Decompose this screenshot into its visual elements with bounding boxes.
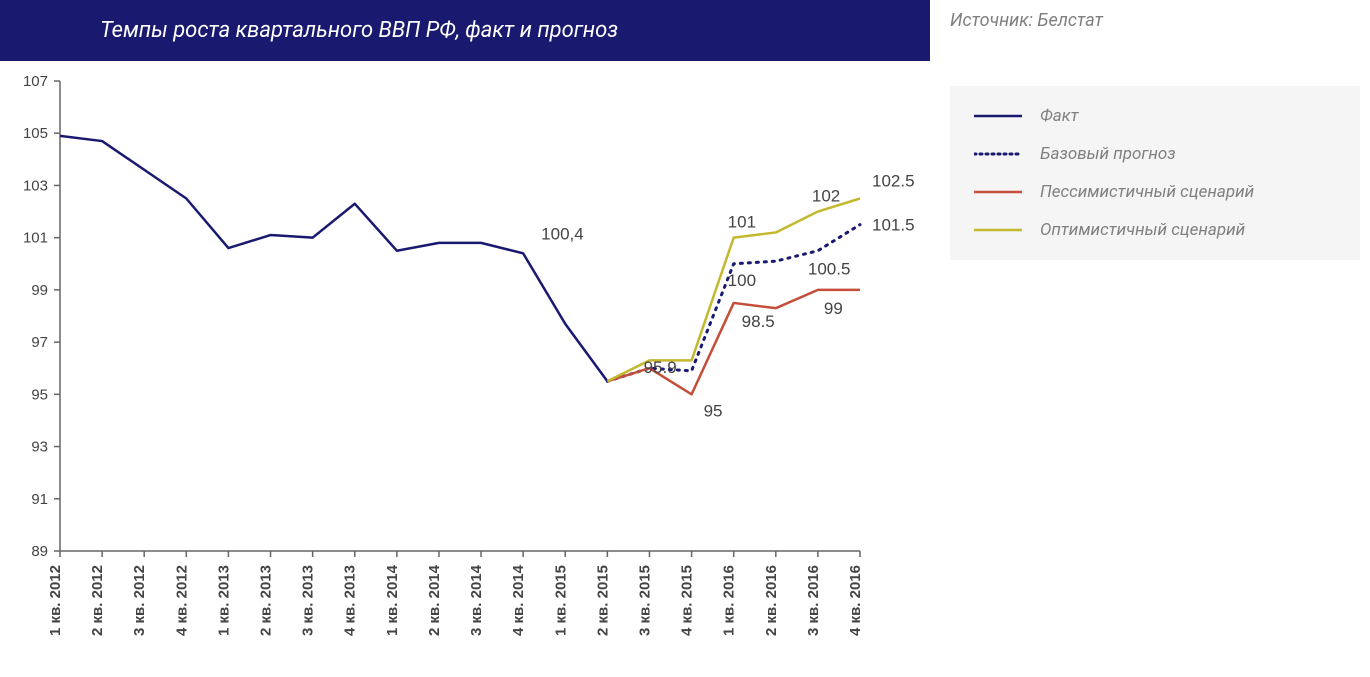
legend-line-baseline — [974, 144, 1022, 164]
legend-item-baseline: Базовый прогноз — [974, 144, 1336, 164]
svg-text:101.5: 101.5 — [872, 216, 915, 235]
svg-text:95: 95 — [704, 401, 723, 420]
chart-area: 89 91 93 95 97 99 101 103 105 107 1 кв. 2012 2 кв. … — [0, 61, 930, 661]
legend-line-pessimistic — [974, 182, 1022, 202]
svg-text:2 кв. 2013: 2 кв. 2013 — [258, 565, 275, 636]
svg-text:99: 99 — [824, 299, 843, 318]
svg-text:105: 105 — [23, 125, 48, 142]
svg-text:98.5: 98.5 — [742, 312, 775, 331]
legend-item-fact: Факт — [974, 106, 1336, 126]
svg-text:101: 101 — [728, 213, 756, 232]
legend-item-optimistic: Оптимистичный сценарий — [974, 220, 1336, 240]
svg-text:3 кв. 2013: 3 кв. 2013 — [300, 565, 317, 636]
chart-section: Темпы роста квартального ВВП РФ, факт и … — [0, 0, 930, 677]
svg-text:2 кв. 2015: 2 кв. 2015 — [594, 565, 611, 636]
legend: Факт Базовый прогноз Пессимистичный сцен… — [950, 86, 1360, 260]
svg-text:95: 95 — [31, 386, 48, 403]
legend-label: Базовый прогноз — [1040, 144, 1176, 164]
svg-text:4 кв. 2012: 4 кв. 2012 — [173, 565, 190, 636]
legend-label: Факт — [1040, 106, 1079, 126]
svg-text:2 кв. 2016: 2 кв. 2016 — [763, 565, 780, 636]
svg-text:99: 99 — [31, 282, 48, 299]
svg-text:101: 101 — [23, 230, 48, 247]
svg-text:4 кв. 2015: 4 кв. 2015 — [679, 565, 696, 636]
svg-text:2 кв. 2012: 2 кв. 2012 — [89, 565, 106, 636]
svg-text:103: 103 — [23, 177, 48, 194]
svg-text:4 кв. 2013: 4 кв. 2013 — [342, 565, 359, 636]
svg-text:100.5: 100.5 — [808, 260, 851, 279]
svg-text:1 кв. 2013: 1 кв. 2013 — [215, 565, 232, 636]
svg-text:100,4: 100,4 — [541, 224, 584, 243]
svg-text:3 кв. 2016: 3 кв. 2016 — [805, 565, 822, 636]
svg-text:4 кв. 2016: 4 кв. 2016 — [847, 565, 864, 636]
svg-text:93: 93 — [31, 439, 48, 456]
svg-text:1 кв. 2012: 1 кв. 2012 — [47, 565, 64, 636]
svg-text:102: 102 — [812, 187, 840, 206]
legend-label: Пессимистичный сценарий — [1040, 182, 1254, 202]
chart-title: Темпы роста квартального ВВП РФ, факт и … — [0, 0, 930, 61]
svg-text:91: 91 — [31, 491, 48, 508]
svg-text:3 кв. 2014: 3 кв. 2014 — [468, 564, 485, 636]
svg-text:3 кв. 2012: 3 кв. 2012 — [131, 565, 148, 636]
svg-text:97: 97 — [31, 334, 48, 351]
legend-item-pessimistic: Пессимистичный сценарий — [974, 182, 1336, 202]
svg-text:1 кв. 2014: 1 кв. 2014 — [384, 564, 401, 636]
svg-text:1 кв. 2015: 1 кв. 2015 — [552, 565, 569, 636]
svg-text:3 кв. 2015: 3 кв. 2015 — [636, 565, 653, 636]
source-label: Источник: Белстат — [950, 10, 1360, 31]
legend-label: Оптимистичный сценарий — [1040, 220, 1245, 240]
svg-text:1 кв. 2016: 1 кв. 2016 — [721, 565, 738, 636]
svg-text:89: 89 — [31, 543, 48, 560]
right-panel: Источник: Белстат Факт Базовый прогноз П… — [930, 0, 1360, 677]
svg-text:4 кв. 2014: 4 кв. 2014 — [510, 564, 527, 636]
line-chart: 89 91 93 95 97 99 101 103 105 107 1 кв. 2012 2 кв. … — [0, 61, 930, 666]
svg-text:102.5: 102.5 — [872, 172, 915, 191]
svg-text:95.9: 95.9 — [644, 358, 677, 377]
svg-text:107: 107 — [23, 73, 48, 90]
svg-text:100: 100 — [728, 271, 756, 290]
legend-line-fact — [974, 106, 1022, 126]
svg-text:2 кв. 2014: 2 кв. 2014 — [426, 564, 443, 636]
legend-line-optimistic — [974, 220, 1022, 240]
